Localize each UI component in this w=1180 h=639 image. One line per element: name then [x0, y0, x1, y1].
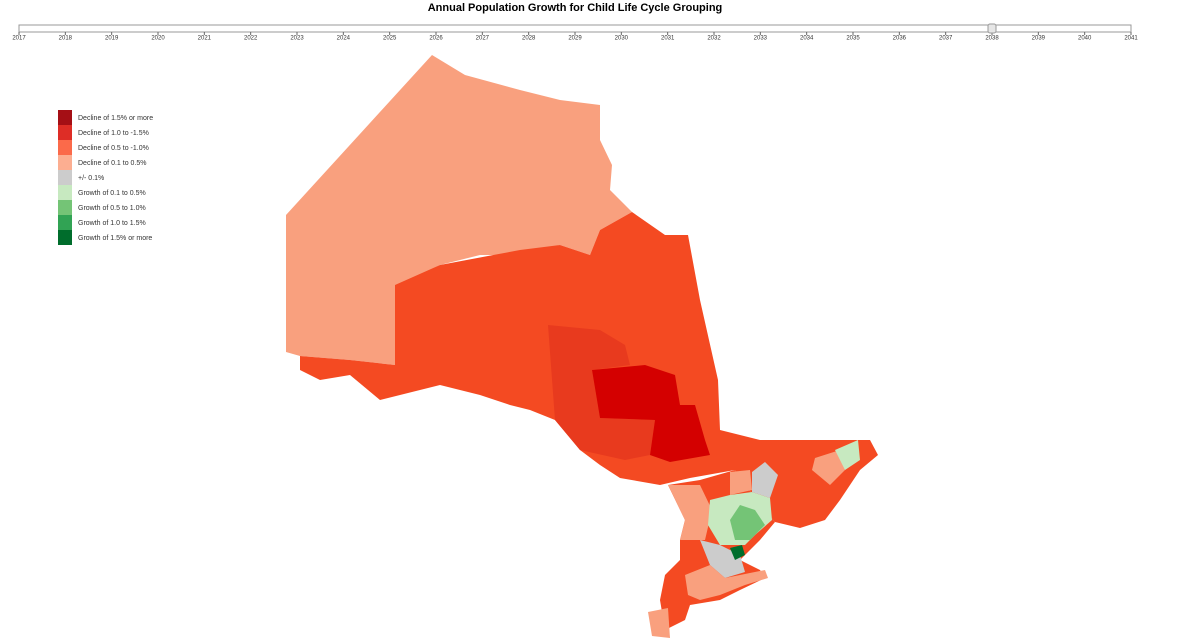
slider-tick-label: 2036: [893, 36, 907, 42]
slider-track[interactable]: [18, 24, 1132, 33]
legend-label: Decline of 0.1 to 0.5%: [78, 160, 147, 167]
slider-tick-label: 2025: [383, 36, 397, 42]
legend-label: Growth of 1.0 to 1.5%: [78, 220, 146, 227]
legend-swatch: [58, 110, 72, 125]
slider-tick-label: 2019: [105, 36, 119, 42]
region[interactable]: [548, 325, 655, 460]
slider-tick-label: 2024: [337, 36, 351, 42]
region[interactable]: [730, 470, 752, 495]
slider-tick-label: 2041: [1124, 36, 1138, 42]
slider-tick-label: 2030: [615, 36, 629, 42]
region[interactable]: [286, 55, 632, 365]
region[interactable]: [592, 365, 710, 462]
slider-tick-label: 2028: [522, 36, 536, 42]
legend-label: +/- 0.1%: [78, 175, 104, 182]
legend-swatch: [58, 185, 72, 200]
slider-tick-label: 2031: [661, 36, 675, 42]
slider-tick-label: 2017: [12, 36, 26, 42]
region[interactable]: [730, 505, 765, 540]
slider-tick-label: 2040: [1078, 36, 1092, 42]
slider-tick-label: 2037: [939, 36, 953, 42]
region[interactable]: [730, 545, 745, 560]
legend-label: Decline of 0.5 to -1.0%: [78, 145, 149, 152]
slider-tick-label: 2029: [568, 36, 582, 42]
slider-tick-label: 2018: [59, 36, 73, 42]
slider-tick-label: 2038: [985, 36, 999, 42]
legend-label: Growth of 0.1 to 0.5%: [78, 190, 146, 197]
slider-tick-label: 2034: [800, 36, 814, 42]
title: Annual Population Growth for Child Life …: [428, 2, 723, 14]
slider-tick-label: 2023: [290, 36, 304, 42]
map: [286, 55, 878, 638]
legend-label: Growth of 1.5% or more: [78, 235, 152, 242]
legend-label: Decline of 1.0 to -1.5%: [78, 130, 149, 137]
legend-swatch: [58, 230, 72, 245]
region[interactable]: [835, 440, 860, 470]
legend-swatch: [58, 125, 72, 140]
region[interactable]: [668, 485, 712, 540]
legend-swatch: [58, 170, 72, 185]
slider-tick-label: 2027: [476, 36, 490, 42]
region[interactable]: [685, 565, 768, 600]
slider-tick-label: 2035: [846, 36, 860, 42]
slider-tick-label: 2039: [1032, 36, 1046, 42]
legend-swatch: [58, 155, 72, 170]
slider-tick-label: 2033: [754, 36, 768, 42]
region[interactable]: [648, 608, 670, 638]
slider-tick-label: 2021: [198, 36, 212, 42]
region[interactable]: [700, 540, 745, 578]
legend-swatch: [58, 215, 72, 230]
legend-swatch: [58, 140, 72, 155]
region[interactable]: [812, 450, 845, 485]
slider-handle[interactable]: [987, 23, 997, 34]
slider-tick-label: 2020: [151, 36, 165, 42]
slider-tick-label: 2032: [707, 36, 721, 42]
legend-label: Decline of 1.5% or more: [78, 115, 153, 122]
slider-tick-label: 2022: [244, 36, 258, 42]
slider-tick-label: 2026: [429, 36, 443, 42]
region[interactable]: [752, 462, 778, 498]
legend-label: Growth of 0.5 to 1.0%: [78, 205, 146, 212]
legend-swatch: [58, 200, 72, 215]
